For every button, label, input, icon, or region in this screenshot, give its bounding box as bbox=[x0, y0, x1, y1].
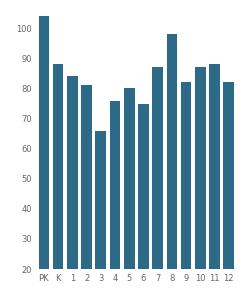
Bar bbox=[81, 86, 92, 296]
Bar bbox=[67, 76, 78, 296]
Bar bbox=[181, 83, 192, 296]
Bar bbox=[152, 67, 163, 296]
Bar bbox=[209, 64, 220, 296]
Bar bbox=[138, 104, 149, 296]
Bar bbox=[39, 16, 49, 296]
Bar bbox=[223, 83, 234, 296]
Bar bbox=[167, 34, 177, 296]
Bar bbox=[96, 131, 106, 296]
Bar bbox=[124, 89, 135, 296]
Bar bbox=[53, 64, 63, 296]
Bar bbox=[195, 67, 206, 296]
Bar bbox=[110, 101, 120, 296]
